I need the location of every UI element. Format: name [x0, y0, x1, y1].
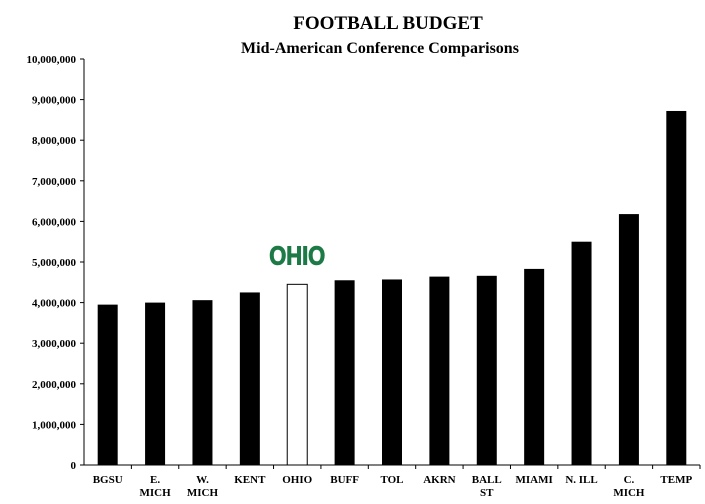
y-tick-label: 9,000,000	[32, 95, 77, 107]
y-axis-ticks: 0 1,000,000 2,000,000 3,000,000 4,000,000 5,0…	[27, 54, 84, 472]
y-tick-label: 4,000,000	[32, 298, 77, 310]
bar	[239, 292, 260, 465]
bar	[571, 241, 592, 465]
x-tick-label: TOL	[380, 474, 403, 486]
x-tick-label: MIAMI	[516, 474, 553, 486]
bar	[476, 275, 497, 465]
y-tick-label: 2,000,000	[32, 379, 77, 391]
bar	[192, 300, 213, 465]
x-tick-label: KENT	[234, 474, 266, 486]
x-tick-label: TEMP	[660, 474, 692, 486]
bar	[666, 110, 687, 465]
y-tick-label: 8,000,000	[32, 135, 77, 147]
bar	[524, 268, 545, 465]
bar	[286, 283, 308, 466]
bar	[145, 302, 166, 465]
y-tick-label: 6,000,000	[32, 216, 77, 228]
x-tick-label: BALL ST	[472, 474, 502, 499]
bars	[97, 110, 687, 466]
ohio-logo-text: OHIO	[269, 240, 325, 270]
x-tick-label: BGSU	[93, 474, 123, 486]
bar	[97, 304, 118, 465]
bar	[429, 276, 450, 465]
x-tick-label: AKRN	[423, 474, 455, 486]
ohio-logo: OHIO	[269, 240, 326, 271]
bar	[618, 214, 639, 465]
x-tick-label: E. MICH	[139, 474, 171, 499]
x-axis-labels: BGSU E. MICH W. MICH KENT OHIO BUFF TOL AKRN BALL S…	[93, 465, 701, 499]
y-tick-label: 0	[71, 460, 77, 472]
x-tick-label: C. MICH	[613, 474, 645, 499]
bar	[334, 280, 355, 465]
x-tick-label: W. MICH	[187, 474, 219, 499]
y-tick-label: 3,000,000	[32, 338, 77, 350]
x-tick-label: OHIO	[282, 474, 312, 486]
y-tick-label: 7,000,000	[32, 176, 77, 188]
x-tick-label: N. ILL	[565, 474, 597, 486]
y-tick-label: 10,000,000	[27, 54, 77, 66]
y-tick-label: 5,000,000	[32, 257, 77, 269]
chart-title: FOOTBALL BUDGET	[293, 13, 483, 34]
y-tick-label: 1,000,000	[32, 419, 77, 431]
bar	[382, 279, 402, 465]
chart-subtitle: Mid-American Conference Comparisons	[241, 40, 519, 57]
x-tick-label: BUFF	[330, 474, 359, 486]
